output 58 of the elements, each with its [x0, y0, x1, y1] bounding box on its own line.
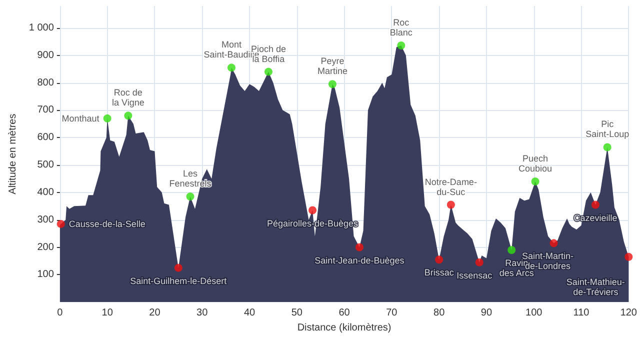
data-label: Roc de la Vigne: [112, 88, 144, 108]
data-label: Roc Blanc: [390, 17, 413, 38]
x-tick-label: 70: [386, 308, 398, 319]
point: [186, 192, 194, 201]
point: [103, 114, 112, 122]
x-axis-title: Distance (kilomètres): [297, 322, 392, 334]
x-tick-label: 110: [573, 308, 590, 319]
x-tick-label: 100: [526, 308, 543, 319]
point: [591, 200, 600, 209]
y-tick-label: 300: [37, 214, 54, 226]
data-label: Peyre Martine: [317, 56, 348, 76]
point: [328, 80, 336, 88]
point: [174, 264, 182, 272]
y-tick-label: 400: [37, 186, 54, 198]
y-axis-title: Altitude en mètres: [8, 114, 18, 194]
x-tick-label: 20: [149, 308, 161, 319]
point: [475, 258, 484, 266]
y-tick-label: 500: [37, 160, 54, 171]
data-label: Saint-Jean-de-Buèges: [314, 255, 405, 266]
x-tick-label: 90: [480, 308, 492, 319]
data-label: Issensac: [456, 270, 493, 280]
data-label: Saint-Guilhem-le-Désert: [130, 276, 228, 286]
point: [264, 68, 272, 76]
data-label: Puech Coubiou: [518, 153, 552, 174]
point: [56, 220, 65, 228]
y-tick-label: 1 000: [28, 22, 54, 34]
point: [624, 252, 633, 261]
data-label: Saint-Mathieu- de-Tréviers: [566, 276, 625, 297]
x-tick-label: 0: [57, 308, 64, 319]
y-tick-label: 800: [37, 77, 54, 88]
y-tick-label: 100: [37, 269, 54, 280]
y-tick-label: 600: [37, 132, 54, 144]
data-label: Monthaut: [62, 113, 100, 124]
y-tick-label: 200: [37, 242, 54, 253]
data-label: Causse-de-la-Selle: [68, 218, 146, 229]
y-tick-label: 700: [37, 104, 54, 116]
x-tick-label: 40: [244, 308, 256, 319]
x-tick-label: 30: [196, 308, 208, 319]
point: [228, 64, 236, 72]
x-tick-label: 10: [102, 308, 114, 319]
point: [531, 177, 540, 186]
point: [603, 143, 612, 152]
point: [355, 243, 364, 252]
y-tick-label: 900: [37, 50, 54, 61]
point: [508, 246, 516, 254]
data-label: Brissac: [424, 268, 454, 278]
point: [550, 239, 558, 248]
point: [397, 41, 406, 50]
point: [124, 112, 132, 120]
point: [435, 256, 444, 264]
x-tick-label: 60: [338, 308, 350, 319]
point: [446, 200, 455, 209]
x-tick-label: 80: [434, 308, 446, 319]
x-tick-label: 50: [291, 308, 303, 319]
point: [308, 206, 317, 214]
data-label: Pic Saint-Loup: [586, 119, 630, 140]
x-tick-label: 120: [620, 308, 638, 319]
data-label: Notre-Dame- du-Suc: [424, 176, 477, 197]
